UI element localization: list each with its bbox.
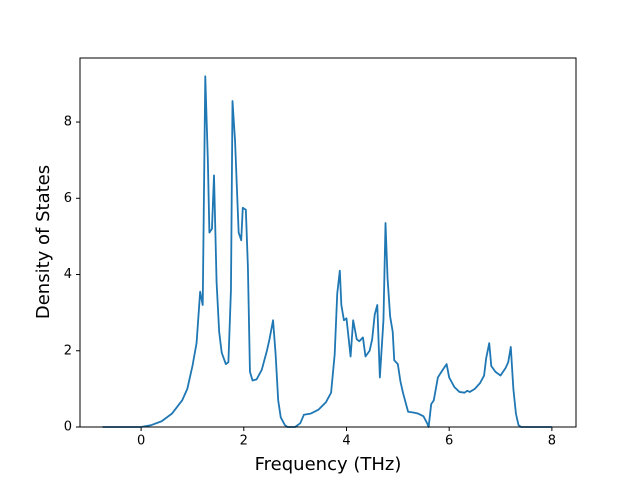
x-tick-label: 2 <box>240 434 248 449</box>
y-axis-label: Density of States <box>33 165 54 319</box>
y-tick-label: 6 <box>64 191 72 206</box>
x-tick-label: 0 <box>137 434 145 449</box>
y-tick-label: 4 <box>64 267 72 282</box>
x-tick-label: 4 <box>342 434 350 449</box>
plot-frame <box>79 57 577 428</box>
x-tick-label: 8 <box>548 434 556 449</box>
x-tick-label: 6 <box>445 434 453 449</box>
y-tick-label: 0 <box>64 420 72 435</box>
x-axis-label: Frequency (THz) <box>255 454 402 475</box>
line <box>102 75 552 428</box>
y-tick-label: 2 <box>64 343 72 358</box>
y-tick-label: 8 <box>64 115 72 130</box>
